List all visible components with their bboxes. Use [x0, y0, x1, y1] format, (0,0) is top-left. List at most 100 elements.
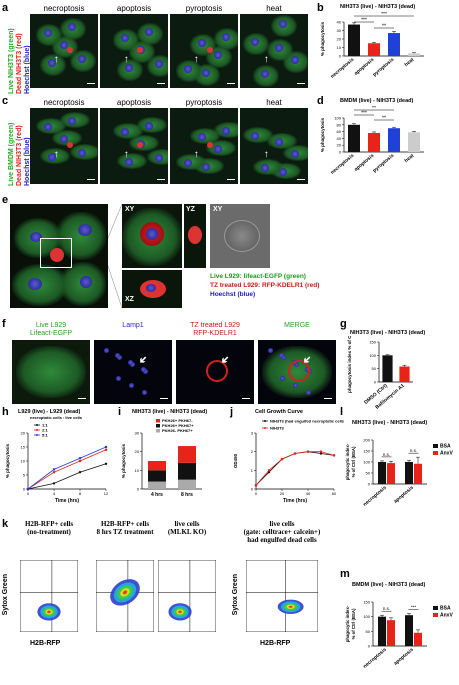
x-tick-label: 12 — [104, 491, 109, 496]
significance-label: n.s. — [383, 452, 390, 457]
density-contour-4 — [47, 610, 51, 614]
y-tick-label: 0 — [23, 487, 26, 492]
panel-e-letter: e — [2, 194, 9, 206]
y-tick-label: 0 — [339, 54, 342, 59]
x-axis-label: Time (hrs) — [283, 498, 307, 504]
panel-m-title: BMDM (live) - NIH3T3 (dead) — [352, 582, 426, 588]
panel-b-letter: b — [317, 2, 324, 14]
category-label: necroptosis — [362, 485, 388, 508]
panel-d-chart: 020406080100necroptosisapoptosispyroptos… — [320, 106, 424, 176]
panel-a-image-0: ↑ — [30, 14, 98, 88]
panel-c-image-1: ↑ — [100, 108, 168, 184]
legend-label: 1:1 — [42, 423, 49, 428]
significance-label: *** — [411, 604, 417, 609]
panel-c-side-green: Live BMDM (green) — [8, 122, 15, 186]
y-axis-label: % phagocytosis — [5, 443, 10, 478]
y-tick-label: 20 — [337, 143, 342, 148]
x-tick-label: 0 — [27, 491, 30, 496]
stack-segment — [148, 461, 166, 471]
y-axis-label: % phagocytosis — [121, 443, 126, 478]
bar-AnxV — [414, 463, 422, 484]
legend-swatch — [433, 444, 438, 448]
panel-i-chart: 0 10 20 30 4 hrs 8 hrs PKH26+ PKH67-PKH26+ PKH… — [121, 418, 202, 498]
bar-pyroptosis — [388, 128, 400, 152]
category-label: necroptosis — [362, 647, 388, 670]
data-point — [52, 471, 56, 474]
category-label: pyroptosis — [372, 57, 396, 78]
panel-c-image-0: ↑ — [30, 108, 98, 184]
panel-f-header-2: TZ treated L929 RFP-KDELR1 — [190, 322, 240, 337]
y-tick-label: 20 — [21, 431, 26, 436]
panel-c-image-2: ↑ — [170, 108, 238, 184]
y-axis-label: phagocytic index- — [345, 605, 350, 642]
arrow-icon: ↑ — [263, 148, 269, 160]
y-tick-label: 10 — [21, 459, 26, 464]
panel-a-title-3: heat — [266, 4, 282, 13]
bar-necroptosis — [348, 124, 360, 152]
scale-bar — [297, 83, 305, 84]
category-label: 8 hrs — [181, 492, 193, 498]
panel-a-title-0: necroptosis — [43, 4, 85, 13]
y-tick-label: 20 — [337, 37, 342, 42]
legend-swatch — [156, 419, 160, 423]
legend-marker — [264, 420, 266, 422]
flow-plot-1 — [96, 560, 154, 632]
panel-e-view-xy: XY — [125, 206, 135, 213]
flow-plot-3 — [246, 560, 318, 632]
panel-a-letter: a — [2, 2, 9, 14]
legend-label: 5:1 — [42, 433, 49, 438]
x-axis-label: Time (hrs) — [55, 498, 79, 504]
data-point — [26, 487, 30, 491]
panel-e-overview-image — [10, 204, 108, 308]
plot-frame — [158, 560, 216, 632]
category-label: apoptosis — [393, 647, 415, 667]
y-tick-label: 0 — [374, 380, 377, 385]
y-tick-label: 10 — [337, 45, 342, 50]
panel-k-header-3: live cells (gate: celltrace+ calcein+) h… — [243, 520, 321, 544]
panel-a-side-label: Live NIH3T3 (green) Dead NIH3T3 (red) Ho… — [8, 14, 32, 94]
bar-AnxV — [387, 620, 395, 646]
panel-e-legend-blue: Hoechst (blue) — [210, 291, 256, 298]
data-point — [104, 448, 108, 451]
panel-j-title: Cell Growth Curve — [255, 409, 303, 415]
arrow-icon: ↑ — [193, 148, 199, 160]
panel-e-xz-image: XZ — [122, 270, 182, 308]
y-tick-label: 1 — [251, 468, 254, 473]
significance-stars: *** — [381, 12, 387, 18]
panel-a-image-2: ↑ — [170, 14, 238, 88]
y-tick-label: 100 — [363, 460, 370, 465]
y-axis-label: % phagocytosis — [320, 21, 325, 56]
y-tick-label: 40 — [337, 136, 342, 141]
data-point — [104, 462, 108, 465]
significance-stars: *** — [361, 18, 367, 24]
y-tick-label: 0 — [251, 487, 254, 492]
y-tick-label: 50 — [366, 629, 371, 634]
panel-m-chart: 0 50 100 150 n.s. necroptosis *** apoptosis BSAA… — [345, 600, 453, 670]
scale-bar — [87, 179, 95, 180]
significance-stars: ** — [382, 24, 386, 30]
significance-stars: ** — [382, 116, 386, 122]
y-tick-label: 0 — [339, 150, 342, 155]
panel-f-header-0: Live L929 Lifeact-EGFP — [29, 322, 72, 337]
category-label: necroptosis — [330, 57, 356, 80]
scale-bar — [78, 398, 86, 399]
category-label: necroptosis — [330, 153, 356, 176]
panel-h-title: L929 (live) - L929 (dead) — [18, 409, 81, 415]
legend-marker — [36, 434, 38, 436]
panel-h-chart: 0 5 10 15 20 0 4 8 12 1:12:15:1 necroptotic cells … — [5, 415, 109, 504]
stack-segment — [178, 462, 196, 480]
legend-label: AnxV — [440, 451, 453, 457]
category-label: heat — [404, 57, 416, 68]
y-tick-label: 0 — [137, 487, 140, 492]
panel-f-image-0 — [12, 340, 90, 404]
x-tick-label: 20 — [280, 491, 285, 496]
data-point — [293, 452, 297, 455]
panel-f-image-3: ➔ — [258, 340, 336, 404]
legend-swatch — [433, 451, 438, 455]
density-contour-4 — [122, 590, 128, 595]
bar-BSA — [405, 615, 413, 646]
panel-k-header-0: H2B-RFP+ cells (no-treatment) — [24, 520, 74, 536]
panel-a-title-2: pyroptosis — [185, 4, 223, 13]
y-tick-label: 50 — [366, 471, 371, 476]
